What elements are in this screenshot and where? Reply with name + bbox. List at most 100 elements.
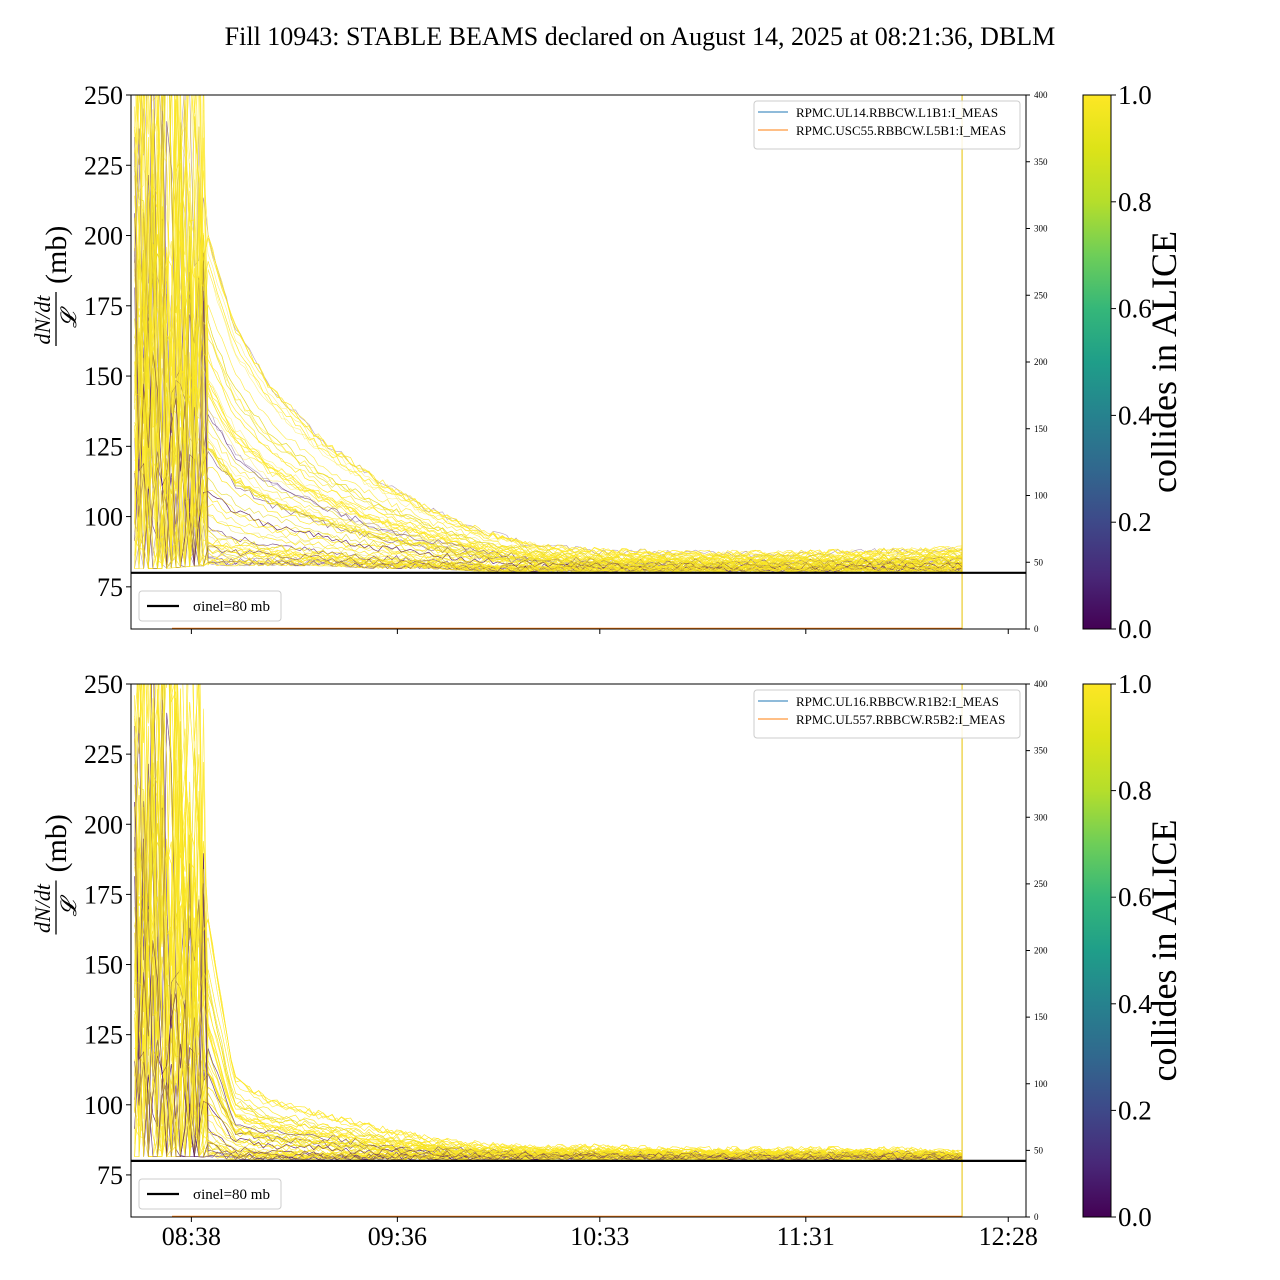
colorbar-tick-label: 0.0 xyxy=(1118,614,1152,644)
y-tick-label: 75 xyxy=(97,573,123,602)
y-label-denominator: 𝓛 xyxy=(56,895,81,917)
colorbar-tick-label: 0.8 xyxy=(1118,776,1152,806)
trace-line xyxy=(134,95,963,559)
trace-line xyxy=(134,95,963,565)
y-tick-label: 150 xyxy=(84,951,123,980)
y2-tick-label: 150 xyxy=(1034,424,1048,434)
trace-line xyxy=(143,684,963,1156)
trace-line xyxy=(134,163,963,572)
y2-tick-label: 350 xyxy=(1034,157,1048,167)
y-tick-label: 150 xyxy=(84,362,123,391)
y2-tick-label: 300 xyxy=(1034,812,1048,822)
legend-label: RPMC.UL14.RBBCW.L1B1:I_MEAS xyxy=(796,105,998,120)
colorbar-tick-label: 0.6 xyxy=(1118,294,1152,324)
y2-tick-label: 0 xyxy=(1034,1212,1039,1222)
reference-legend-label: σinel=80 mb xyxy=(193,1187,270,1203)
x-tick-label: 10:33 xyxy=(570,1222,629,1251)
trace-line xyxy=(134,684,963,1157)
legend-label: RPMC.USC55.RBBCW.L5B1:I_MEAS xyxy=(796,123,1006,138)
x-axis: 08:38 09:36 10:33 11:31 12:28 xyxy=(162,1222,1038,1251)
series-legend-box xyxy=(753,689,1021,739)
colorbar-tick-label: 1.0 xyxy=(1118,669,1152,699)
y-axis-label: dN/dt 𝓛 (mb) xyxy=(30,226,81,346)
trace-line xyxy=(134,253,963,572)
reference-legend-label: σinel=80 mb xyxy=(193,599,270,615)
panels-root: 75 100 125 150 175 200 225 250 0 50 100 150 200 250 30… xyxy=(30,80,1184,1232)
trace-line xyxy=(134,218,963,571)
y2-tick-label: 100 xyxy=(1034,491,1048,501)
y-tick-label: 125 xyxy=(84,432,123,461)
y2-tick-label: 400 xyxy=(1034,90,1048,100)
trace-line xyxy=(134,876,963,1160)
y-tick-label: 250 xyxy=(84,670,123,699)
y2-tick-label: 150 xyxy=(1034,1012,1048,1022)
y2-tick-label: 50 xyxy=(1034,557,1044,567)
series-legend: RPMC.UL16.RBBCW.R1B2:I_MEAS RPMC.UL557.RB… xyxy=(753,689,1021,739)
trace-line xyxy=(134,215,963,572)
colorbar-tick-label: 0.2 xyxy=(1118,507,1152,537)
x-tick-label: 12:28 xyxy=(979,1222,1038,1251)
y2-tick-label: 200 xyxy=(1034,357,1048,367)
y-axis-label: dN/dt 𝓛 (mb) xyxy=(30,814,81,935)
trace-line xyxy=(134,130,963,563)
colorbar-tick-label: 0.4 xyxy=(1118,989,1152,1019)
colorbar-tick-label: 1.0 xyxy=(1118,80,1152,110)
panel-1: 75 100 125 150 175 200 225 250 0 50 100 150 200 250 30… xyxy=(30,80,1184,644)
y-tick-label: 225 xyxy=(84,740,123,769)
reference-legend-box xyxy=(138,1178,282,1210)
y2-tick-label: 200 xyxy=(1034,946,1048,956)
data-traces xyxy=(134,684,963,1160)
y2-tick-label: 250 xyxy=(1034,879,1048,889)
colorbar-tick-label: 0.6 xyxy=(1118,882,1152,912)
y-tick-label: 200 xyxy=(84,810,123,839)
y-tick-label: 225 xyxy=(84,151,123,180)
y-tick-label: 200 xyxy=(84,222,123,251)
x-tick-label: 11:31 xyxy=(777,1222,835,1251)
reference-legend-box xyxy=(138,590,282,622)
series-legend-box xyxy=(753,100,1021,150)
y-tick-label: 100 xyxy=(84,1091,123,1120)
trace-line xyxy=(134,294,963,572)
y-tick-label: 175 xyxy=(84,880,123,909)
trace-line xyxy=(134,684,963,1157)
y-label-numerator: dN/dt xyxy=(30,295,55,345)
trace-line xyxy=(134,95,963,562)
y-label-unit: (mb) xyxy=(40,814,73,872)
y-label-denominator: 𝓛 xyxy=(56,306,81,328)
series-legend: RPMC.UL14.RBBCW.L1B1:I_MEAS RPMC.USC55.RB… xyxy=(753,100,1021,150)
y2-tick-label: 400 xyxy=(1034,679,1048,689)
y2-tick-label: 0 xyxy=(1034,624,1039,634)
reference-legend: σinel=80 mb xyxy=(138,1178,282,1210)
y2-tick-label: 300 xyxy=(1034,224,1048,234)
colorbar-tick-label: 0.0 xyxy=(1118,1202,1152,1232)
y-tick-label: 75 xyxy=(97,1161,123,1190)
chart-title: Fill 10943: STABLE BEAMS declared on Aug… xyxy=(225,22,1056,51)
trace-line xyxy=(134,806,963,1160)
trace-line xyxy=(134,476,963,572)
y2-tick-label: 350 xyxy=(1034,746,1048,756)
trace-line xyxy=(134,685,963,1159)
colorbar-tick-label: 0.4 xyxy=(1118,400,1152,430)
colorbar-tick-label: 0.2 xyxy=(1118,1095,1152,1125)
trace-line xyxy=(134,190,963,568)
trace-line xyxy=(134,261,963,572)
y-tick-label: 100 xyxy=(84,503,123,532)
colorbar-gradient xyxy=(1082,94,1112,630)
trace-line xyxy=(134,704,963,1158)
trace-line xyxy=(134,916,963,1160)
y-label-unit: (mb) xyxy=(40,226,73,284)
trace-line xyxy=(134,726,963,1160)
colorbar: 0.0 0.2 0.4 0.6 0.8 1.0 collides in ALICE xyxy=(1082,669,1184,1232)
y2-tick-label: 100 xyxy=(1034,1079,1048,1089)
y2-tick-label: 250 xyxy=(1034,290,1048,300)
x-tick-label: 08:38 xyxy=(162,1222,221,1251)
colorbar-gradient xyxy=(1082,683,1112,1218)
legend-label: RPMC.UL557.RBBCW.R5B2:I_MEAS xyxy=(796,712,1005,727)
panel-2: 75 100 125 150 175 200 225 250 0 50 100 150 200 250 30… xyxy=(30,669,1184,1232)
reference-legend: σinel=80 mb xyxy=(138,590,282,622)
y-tick-label: 175 xyxy=(84,292,123,321)
y-tick-label: 125 xyxy=(84,1021,123,1050)
trace-line xyxy=(134,95,963,561)
colorbar-label: collides in ALICE xyxy=(1144,231,1184,493)
